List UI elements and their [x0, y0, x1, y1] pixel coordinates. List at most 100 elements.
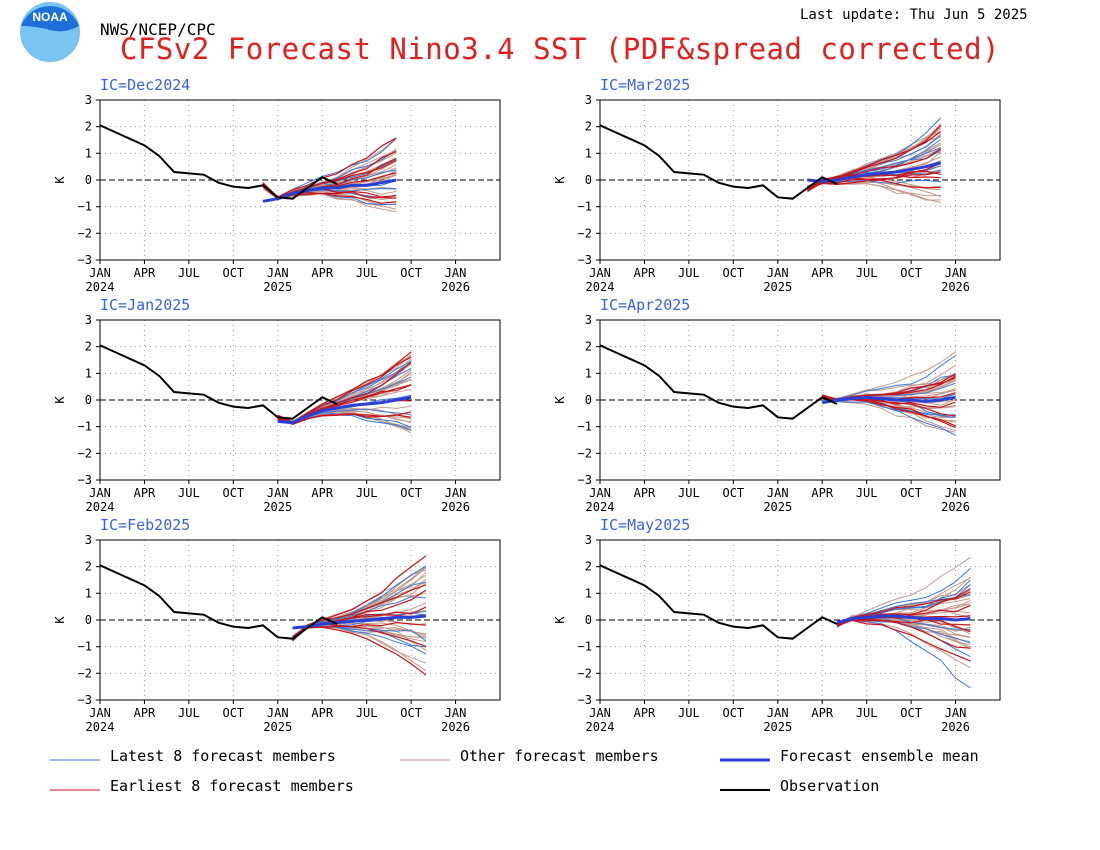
x-tick-label: OCT [400, 486, 422, 500]
x-tick-label: OCT [222, 706, 244, 720]
x-tick-label: OCT [900, 266, 922, 280]
y-tick-label: 1 [85, 586, 92, 600]
x-tick-label: APR [311, 706, 333, 720]
y-tick-label: −3 [78, 473, 92, 487]
earliest-member-line [277, 411, 412, 426]
earliest-member-line [292, 626, 427, 676]
other-member-line [836, 556, 971, 624]
year-label: 2025 [263, 280, 292, 294]
earliest-member-line [836, 619, 971, 662]
x-tick-label: APR [134, 486, 156, 500]
y-tick-label: 2 [85, 560, 92, 574]
noaa-logo: NOAA [18, 0, 82, 64]
y-tick-label: 2 [85, 340, 92, 354]
y-tick-label: 3 [585, 93, 592, 107]
x-tick-label: JAN [767, 266, 789, 280]
x-tick-label: JAN [267, 486, 289, 500]
year-label: 2026 [441, 720, 470, 734]
y-tick-label: −2 [578, 666, 592, 680]
ic-label: IC=May2025 [600, 516, 690, 534]
other-member-line [822, 351, 956, 400]
x-tick-label: OCT [222, 266, 244, 280]
y-tick-label: 3 [585, 313, 592, 327]
y-tick-label: 3 [85, 93, 92, 107]
year-label: 2024 [586, 280, 615, 294]
agency-label: NWS/NCEP/CPC [100, 20, 216, 39]
y-axis-label: K [553, 616, 567, 624]
x-tick-label: JUL [356, 486, 378, 500]
x-tick-label: OCT [222, 486, 244, 500]
latest-member-line [822, 355, 956, 401]
x-tick-label: OCT [900, 706, 922, 720]
x-tick-label: APR [634, 486, 656, 500]
y-tick-label: 2 [585, 560, 592, 574]
x-tick-label: JAN [589, 486, 611, 500]
y-tick-label: −1 [78, 420, 92, 434]
x-tick-label: JAN [445, 486, 467, 500]
y-tick-label: −1 [578, 420, 592, 434]
x-tick-label: JAN [767, 706, 789, 720]
y-axis-label: K [553, 396, 567, 404]
y-tick-label: −1 [578, 640, 592, 654]
x-tick-label: JUL [178, 486, 200, 500]
y-tick-label: 1 [85, 366, 92, 380]
x-tick-label: JAN [445, 266, 467, 280]
x-tick-label: JAN [267, 706, 289, 720]
legend-label: Other forecast members [460, 747, 659, 765]
year-label: 2024 [586, 500, 615, 514]
legend-item: Observation [720, 777, 879, 795]
x-tick-label: JAN [589, 266, 611, 280]
year-label: 2025 [263, 720, 292, 734]
observation-line [599, 344, 838, 420]
y-tick-label: −2 [78, 226, 92, 240]
x-tick-label: OCT [400, 706, 422, 720]
x-tick-label: APR [311, 266, 333, 280]
y-tick-label: 1 [585, 586, 592, 600]
y-tick-label: −2 [578, 226, 592, 240]
y-tick-label: −1 [78, 200, 92, 214]
ensemble-mean-line [836, 614, 971, 625]
x-tick-label: APR [134, 706, 156, 720]
observation-line [599, 124, 838, 200]
ensemble-mean-line [292, 614, 427, 630]
ensemble-mean-line [277, 395, 412, 425]
x-tick-label: JUL [856, 266, 878, 280]
x-tick-label: JAN [89, 266, 111, 280]
y-tick-label: 2 [585, 340, 592, 354]
x-tick-label: JAN [945, 266, 967, 280]
x-tick-label: OCT [400, 266, 422, 280]
y-tick-label: 3 [85, 313, 92, 327]
x-tick-label: JUL [856, 706, 878, 720]
x-tick-label: JAN [767, 486, 789, 500]
earliest-member-line [836, 619, 971, 632]
observation-line [99, 344, 338, 420]
y-tick-label: 3 [585, 533, 592, 547]
ic-label: IC=Dec2024 [100, 76, 190, 94]
x-tick-label: JUL [356, 266, 378, 280]
y-axis-label: K [53, 396, 67, 404]
x-tick-label: JAN [945, 486, 967, 500]
y-tick-label: −3 [578, 473, 592, 487]
y-tick-label: 0 [585, 173, 592, 187]
year-label: 2025 [263, 500, 292, 514]
legend-item: Other forecast members [400, 747, 659, 765]
x-tick-label: JAN [267, 266, 289, 280]
x-tick-label: JUL [678, 486, 700, 500]
x-tick-label: JUL [356, 706, 378, 720]
x-tick-label: JUL [178, 706, 200, 720]
year-label: 2026 [941, 720, 970, 734]
earliest-member-line [836, 591, 971, 625]
legend-item: Forecast ensemble mean [720, 747, 979, 765]
y-tick-label: −2 [578, 446, 592, 460]
year-label: 2025 [763, 500, 792, 514]
x-tick-label: OCT [722, 486, 744, 500]
x-tick-label: JAN [589, 706, 611, 720]
y-tick-label: 2 [585, 120, 592, 134]
y-tick-label: −2 [78, 446, 92, 460]
earliest-member-line [807, 162, 941, 190]
year-label: 2024 [586, 720, 615, 734]
ic-label: IC=Apr2025 [600, 296, 690, 314]
